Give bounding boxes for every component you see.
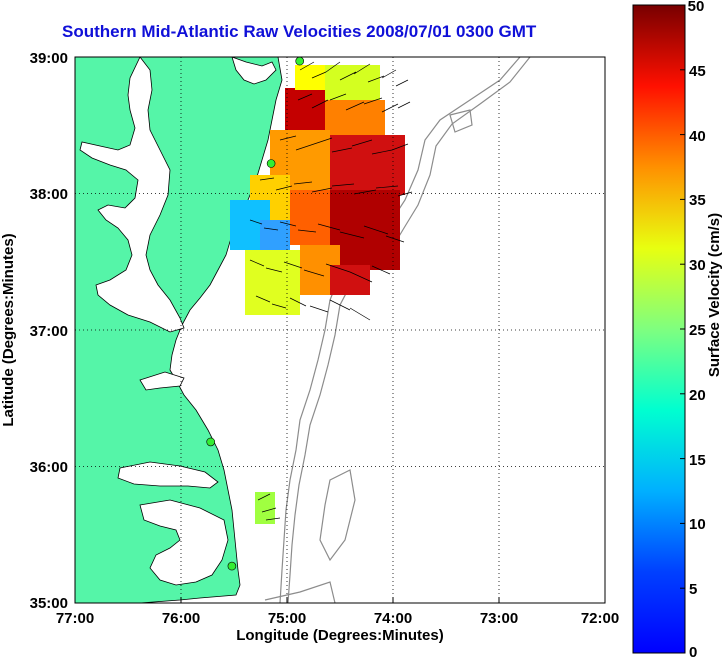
colorbar-label: Surface Velocity (cm/s) [706, 213, 723, 377]
station-marker [206, 437, 215, 447]
velocity-arrows [249, 61, 413, 521]
station-marker [227, 561, 237, 571]
colorbar-tick-label: 35 [689, 192, 706, 209]
y-tick-label: 39:00 [30, 50, 68, 67]
pamlico-sound [139, 499, 229, 586]
x-tick-label: 75:00 [268, 610, 306, 627]
grid-lines [75, 57, 605, 603]
y-tick-label: 35:00 [30, 595, 68, 612]
colorbar-tick-label: 30 [689, 257, 706, 274]
station-marker [295, 56, 305, 66]
chesapeake-bay [79, 57, 185, 333]
colorbar-ticks [680, 4, 685, 589]
colorbar-tick-label: 40 [689, 128, 706, 145]
colorbar-tick-label: 0 [689, 644, 697, 659]
x-tick-label: 76:00 [162, 610, 200, 627]
albemarle-sound [117, 461, 219, 489]
colorbar-tick-label: 45 [689, 63, 706, 80]
colorbar-tick-label: 10 [689, 516, 706, 533]
colorbar-tick-label: 5 [689, 581, 697, 598]
delaware-bay [231, 57, 277, 85]
colorbar-tick-label: 15 [689, 452, 706, 469]
colorbar-tick-label: 50 [688, 0, 705, 15]
colorbar-tick-label: 20 [689, 387, 706, 404]
x-tick-label: 74:00 [374, 610, 412, 627]
colorbar [632, 4, 686, 654]
x-tick-label: 73:00 [480, 610, 518, 627]
y-axis-label: Latitude (Degrees:Minutes) [0, 233, 17, 426]
station-markers [206, 56, 305, 571]
y-tick-label: 38:00 [30, 186, 68, 203]
x-tick-label: 72:00 [581, 610, 619, 627]
colorbar-tick-label: 25 [689, 322, 706, 339]
y-tick-label: 36:00 [30, 459, 68, 476]
x-axis-label: Longitude (Degrees:Minutes) [236, 627, 444, 644]
station-marker [266, 159, 276, 168]
river-inlet [139, 371, 185, 391]
velocity-field [230, 65, 405, 524]
x-tick-label: 77:00 [56, 610, 94, 627]
y-tick-label: 37:00 [30, 323, 68, 340]
x-ticks [74, 597, 606, 603]
plot-frame [74, 56, 606, 604]
chart-title: Southern Mid-Atlantic Raw Velocities 200… [62, 22, 537, 41]
